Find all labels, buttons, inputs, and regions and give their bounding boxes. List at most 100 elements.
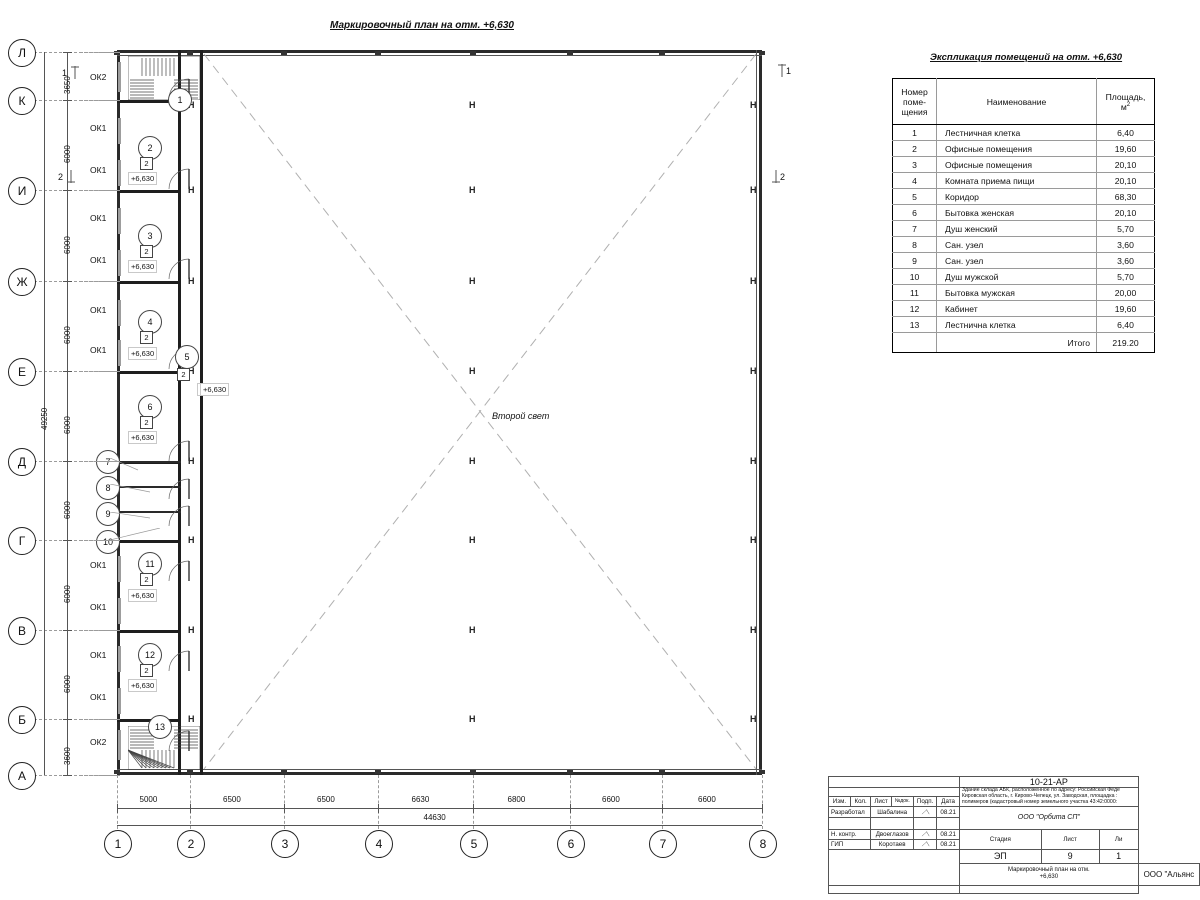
- col-header-number-l3: щения: [901, 106, 928, 117]
- dimension-value-vertical: 6000: [63, 585, 72, 603]
- dimension-value-vertical: 6000: [63, 416, 72, 434]
- room-number-bubble: 3: [138, 224, 162, 248]
- partition-wall: [117, 371, 181, 374]
- grid-line-vertical: [117, 775, 118, 829]
- window-label: ОК1: [90, 305, 107, 315]
- column-marker: Н: [188, 366, 195, 376]
- area-unit-exponent: 2: [1126, 101, 1131, 108]
- building-wall-right: [759, 50, 762, 775]
- room-number-bubble: 4: [138, 310, 162, 334]
- window-label: ОК1: [90, 692, 107, 702]
- elevation-tag: +6,630: [128, 172, 158, 185]
- room-area: 6,40: [1096, 124, 1155, 141]
- table-row: 1 Лестничная клетка 6,40: [892, 124, 1155, 141]
- sheet-name-line-2: +6,630: [1039, 874, 1059, 881]
- dimension-value-vertical: 6000: [63, 235, 72, 254]
- table-row: 13 Лестнична клетка 6,40: [892, 316, 1155, 333]
- elevation-tag: +6,630: [128, 679, 158, 692]
- section-marker-label: 2: [58, 172, 64, 182]
- grid-line-extension: [80, 281, 120, 282]
- dim-tick-vertical: [63, 52, 72, 53]
- column-marker: Н: [750, 276, 757, 286]
- finish-code-box: 2: [140, 157, 153, 170]
- table-row: 2 Офисные помещения 19,60: [892, 140, 1155, 157]
- sheet-name-line-1: Маркировочный план на отм.: [1008, 867, 1090, 874]
- axis-bubble-3: 3: [271, 830, 299, 858]
- dim-tick-horizontal: [662, 804, 663, 813]
- table-row: 7 Душ женский 5,70: [892, 220, 1155, 237]
- room-name: Лестнична клетка: [936, 316, 1097, 333]
- col-header-area-l1: Площадь,: [1105, 91, 1146, 102]
- col-kol: Кол.: [849, 796, 872, 808]
- axis-bubble-1: 1: [104, 830, 132, 858]
- role-name-0: Шабалина: [870, 806, 914, 819]
- title-block: 10-21-АР Здание склада АБК, расположенно…: [827, 775, 1200, 895]
- dimension-total-vertical: 49250: [40, 407, 49, 430]
- window-label: ОК2: [90, 72, 107, 82]
- grid-line-vertical: [662, 775, 663, 829]
- elevation-tag: +6,630: [200, 383, 230, 396]
- building-wall-left: [117, 50, 120, 775]
- room-number: 6: [892, 204, 937, 221]
- room-name: Коридор: [936, 188, 1097, 205]
- column-tick-top: [187, 51, 193, 55]
- window-label: ОК1: [90, 602, 107, 612]
- room-number-bubble: 12: [138, 643, 162, 667]
- grid-line-vertical: [284, 775, 285, 829]
- total-empty: [892, 332, 937, 353]
- door-swing: [168, 505, 190, 527]
- window-opening: [117, 556, 121, 582]
- dim-tick-vertical: [63, 190, 72, 191]
- column-marker: Н: [188, 535, 195, 545]
- dim-tick-vertical: [63, 719, 72, 720]
- window-label: ОК1: [90, 255, 107, 265]
- grid-line-horizontal: [34, 371, 117, 372]
- section-marker-label: 2: [780, 172, 786, 182]
- room-number-bubble: 7: [96, 450, 120, 474]
- window-opening: [117, 208, 121, 234]
- building-wall-bottom: [117, 772, 762, 775]
- grid-line-horizontal: [34, 775, 117, 776]
- room-area: 20,00: [1096, 284, 1155, 301]
- dim-tick-vertical: [63, 630, 72, 631]
- project-description-line-1: Здание склада АБК, расположенное по адре…: [961, 787, 1120, 794]
- room-area: 6,40: [1096, 316, 1155, 333]
- tb-blank-9: [958, 884, 1139, 895]
- dimension-value-horizontal: 6600: [602, 795, 620, 804]
- axis-bubble-8: 8: [749, 830, 777, 858]
- room-area: 3,60: [1096, 252, 1155, 269]
- elevation-tag: +6,630: [128, 431, 158, 444]
- table-row: 3 Офисные помещения 20,10: [892, 156, 1155, 173]
- window-opening: [117, 118, 121, 144]
- column-tick-top: [659, 51, 665, 55]
- dimension-value-horizontal: 5000: [139, 795, 158, 804]
- table-row: 8 Сан. узел 3,60: [892, 236, 1155, 253]
- dimension-value-vertical: 6000: [63, 500, 72, 519]
- window-label: ОК1: [90, 560, 107, 570]
- column-tick-bottom: [567, 770, 573, 774]
- column-tick-bottom: [187, 770, 193, 774]
- tb-blank-7: [828, 848, 960, 886]
- col-header-name: Наименование: [936, 78, 1097, 125]
- dimension-value-horizontal: 6800: [507, 795, 526, 804]
- signature-1: ⟋⟍: [912, 828, 938, 840]
- col-data: Дата: [936, 796, 960, 808]
- double-height-label: Второй свет: [492, 411, 550, 421]
- grid-line-horizontal: [34, 630, 117, 631]
- dim-tick-vertical: [63, 461, 72, 462]
- room-area: 19,60: [1096, 140, 1155, 157]
- explication-table-body: 1 Лестничная клетка 6,40 2 Офисные помещения…: [892, 124, 1155, 353]
- room-number-bubble: 5: [175, 345, 199, 369]
- axis-bubble-Л: Л: [8, 39, 36, 67]
- room-number: 4: [892, 172, 937, 189]
- room-number: 5: [892, 188, 937, 205]
- partition-wall: [117, 630, 181, 633]
- column-tick-top: [470, 51, 476, 55]
- role-name-1: Двоеглазов: [870, 828, 914, 840]
- leader-line: [110, 458, 139, 471]
- column-marker: Н: [188, 456, 195, 466]
- dimension-value-vertical: 6000: [63, 674, 72, 693]
- partition-wall: [117, 190, 181, 193]
- room-number: 11: [892, 284, 937, 301]
- room-number: 2: [892, 140, 937, 157]
